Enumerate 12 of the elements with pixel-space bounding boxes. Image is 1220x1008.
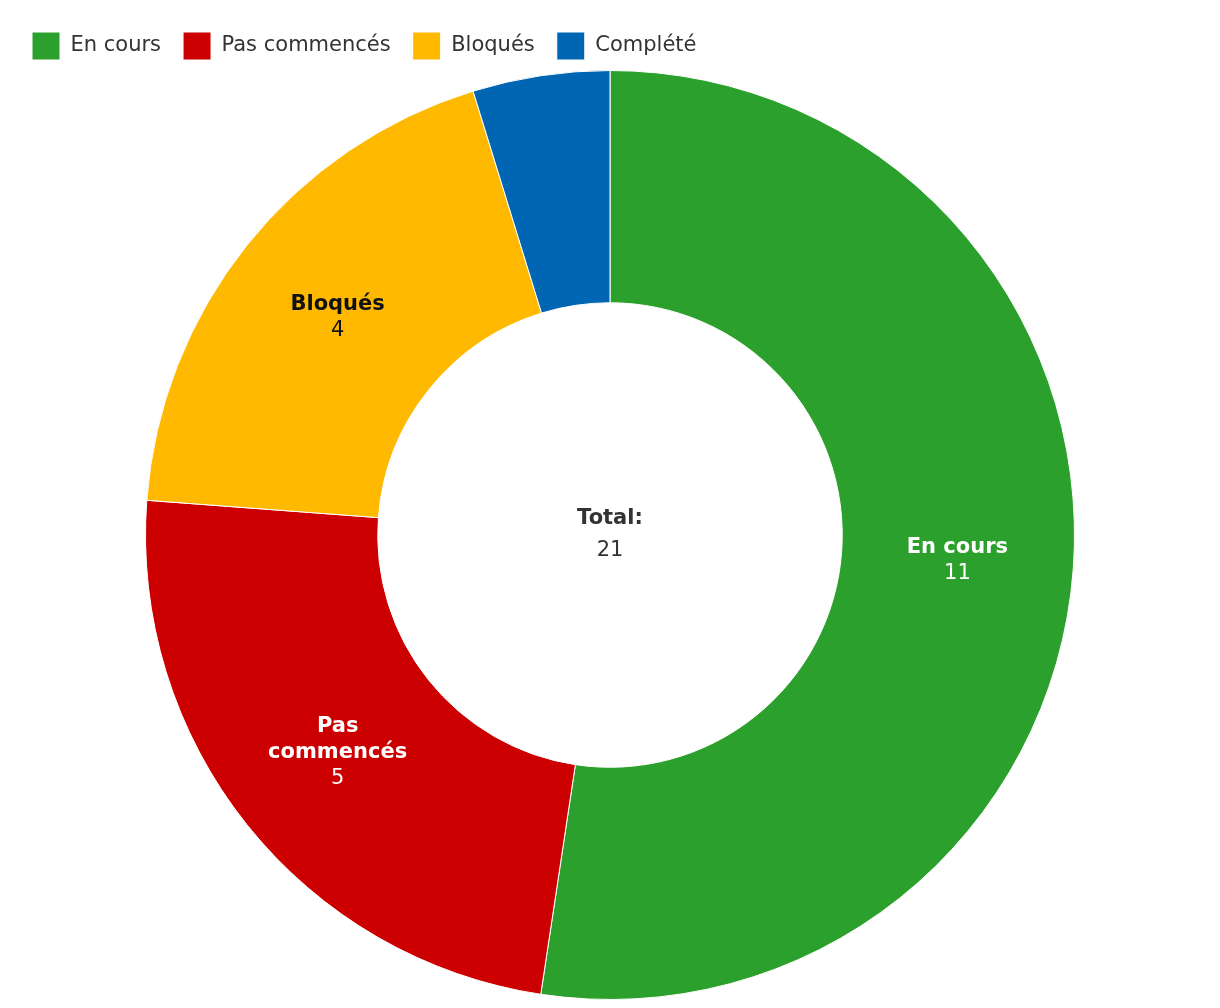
legend-label: Complété — [595, 32, 697, 57]
text: 21 — [596, 537, 624, 562]
slice-label: Bloqués — [290, 291, 385, 316]
legend-label: Bloqués — [451, 32, 535, 57]
data-label: 4 — [330, 317, 345, 342]
slice-label: Pas commencés — [268, 712, 408, 763]
legend-label: Pas commencés — [221, 32, 391, 57]
data-label: 5 — [330, 764, 345, 789]
data-label: 11 — [944, 560, 971, 585]
slice-label: En cours — [906, 534, 1009, 559]
text: Total: — [577, 505, 643, 530]
legend-label: En cours — [70, 32, 162, 57]
